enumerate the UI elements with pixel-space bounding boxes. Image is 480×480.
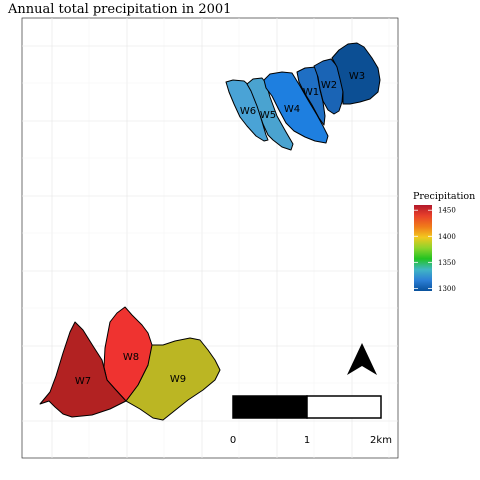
legend-tick-label: 1350 (438, 259, 456, 267)
scale-label-1: 1 (304, 435, 310, 446)
watershed-w4[interactable] (263, 71, 329, 144)
watershed-w6-label: W6 (240, 106, 256, 117)
watershed-w3-label: W3 (349, 71, 365, 82)
watershed-w1-label: W1 (303, 87, 319, 98)
scale-bar: 0 1 2km (230, 395, 392, 446)
watershed-w6[interactable] (225, 79, 269, 142)
watershed-w5-label: W5 (260, 110, 276, 121)
watershed-w2[interactable] (313, 58, 344, 115)
north-arrow-icon (347, 343, 377, 375)
legend-tick-label: 1450 (438, 207, 456, 215)
legend-tick-label: 1400 (438, 233, 456, 241)
watershed-w2-label: W2 (321, 80, 337, 91)
legend-title: Precipitation (413, 191, 475, 202)
watershed-w3[interactable] (331, 42, 381, 105)
watershed-w8-label: W8 (123, 352, 139, 363)
scale-label-2km: 2km (370, 435, 392, 446)
scale-label-0: 0 (230, 435, 236, 446)
watershed-w9-label: W9 (170, 374, 186, 385)
scale-bar-white-segment (306, 395, 382, 419)
watershed-w7[interactable] (39, 321, 127, 418)
legend: Precipitation 1450 1400 1350 1300 (413, 191, 475, 293)
watershed-w7-label: W7 (75, 376, 91, 387)
legend-colorbar (414, 205, 432, 291)
map-title: Annual total precipitation in 2001 (8, 2, 232, 17)
legend-tick-label: 1300 (438, 285, 456, 293)
watershed-w4-label: W4 (284, 104, 300, 115)
scale-bar-black-segment (232, 395, 308, 419)
